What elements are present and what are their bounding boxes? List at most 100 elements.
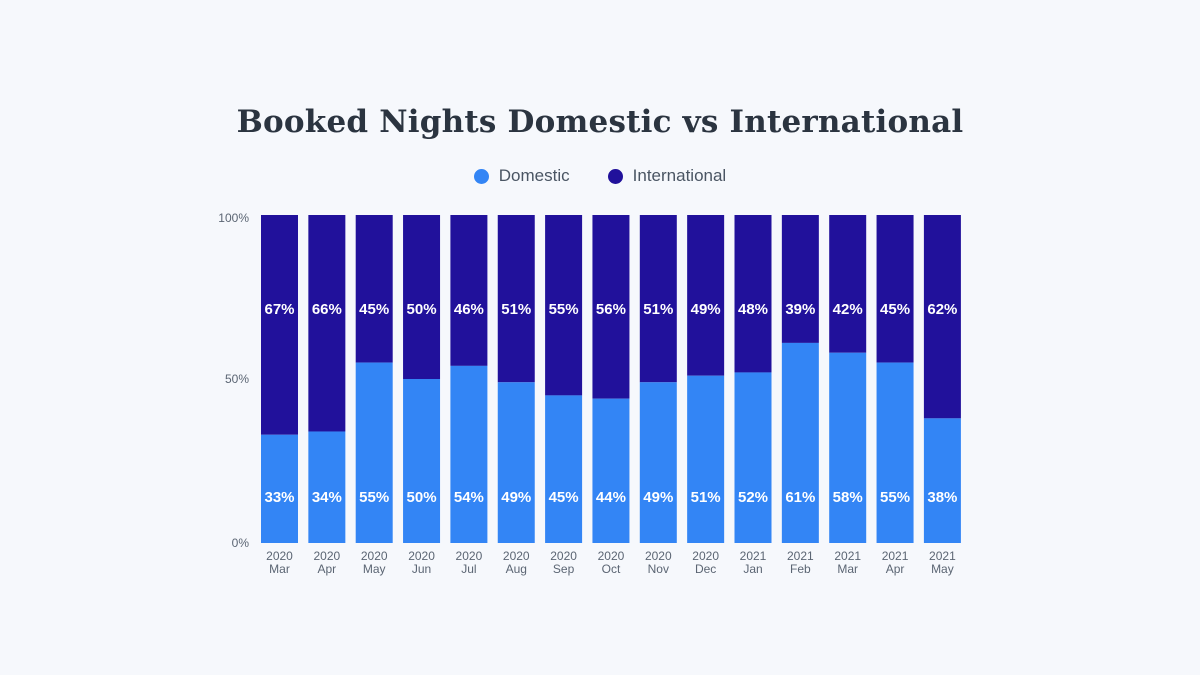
bar-international: [592, 215, 630, 399]
bar-domestic: [450, 365, 488, 543]
data-label-domestic: 51%: [691, 489, 721, 506]
data-label-domestic: 44%: [596, 489, 626, 506]
x-tick-label-month: May: [931, 562, 954, 576]
bar-domestic: [497, 382, 535, 543]
x-tick-label-year: 2020: [550, 549, 577, 563]
data-label-domestic: 33%: [264, 489, 294, 506]
bar-international: [545, 215, 583, 396]
bar-domestic: [592, 398, 630, 543]
x-tick-label-year: 2021: [929, 549, 956, 563]
x-tick-label-month: Sep: [553, 562, 575, 576]
legend-item-international: International: [607, 166, 727, 186]
data-label-international: 51%: [643, 301, 673, 318]
bar-international: [734, 215, 772, 373]
x-tick-label-month: May: [363, 562, 386, 576]
data-label-domestic: 50%: [407, 489, 437, 506]
x-tick-label-month: Aug: [506, 562, 527, 576]
legend: Domestic International: [0, 166, 1200, 186]
bar-domestic: [923, 418, 961, 543]
bar-domestic: [308, 431, 346, 543]
data-label-domestic: 55%: [880, 489, 910, 506]
x-tick-label-year: 2021: [882, 549, 909, 563]
bar-international: [450, 215, 488, 366]
data-label-international: 49%: [691, 301, 721, 318]
data-label-international: 45%: [359, 301, 389, 318]
data-label-domestic: 34%: [312, 489, 342, 506]
legend-marker-international: [607, 168, 623, 184]
bar-international: [308, 215, 346, 432]
bar-domestic: [545, 395, 583, 543]
x-tick-label-year: 2020: [266, 549, 293, 563]
data-label-international: 66%: [312, 301, 342, 318]
data-label-domestic: 52%: [738, 489, 768, 506]
data-label-international: 42%: [833, 301, 863, 318]
bar-domestic: [687, 375, 725, 543]
bar-international: [261, 215, 298, 435]
x-tick-label-month: Apr: [886, 562, 905, 576]
x-tick-label-month: Nov: [648, 562, 669, 576]
bar-domestic: [876, 362, 914, 543]
x-tick-label-month: Jul: [461, 562, 476, 576]
data-label-domestic: 49%: [501, 489, 531, 506]
bar-domestic: [734, 372, 772, 543]
bar-international: [687, 215, 725, 376]
x-tick-label-year: 2020: [598, 549, 625, 563]
x-tick-label-year: 2021: [834, 549, 861, 563]
data-label-domestic: 45%: [549, 489, 579, 506]
x-tick-label-month: Feb: [790, 562, 811, 576]
bar-international: [403, 215, 441, 379]
bar-international: [497, 215, 535, 383]
bar-domestic: [829, 352, 867, 543]
bar-international: [923, 215, 961, 419]
data-label-international: 62%: [927, 301, 957, 318]
data-label-domestic: 54%: [454, 489, 484, 506]
bar-domestic: [355, 362, 393, 543]
x-tick-label-year: 2021: [787, 549, 814, 563]
data-label-international: 50%: [407, 301, 437, 318]
x-tick-label-month: Mar: [837, 562, 858, 576]
x-tick-label-year: 2020: [645, 549, 672, 563]
bar-international: [781, 215, 819, 343]
bar-domestic: [403, 379, 441, 543]
data-label-international: 51%: [501, 301, 531, 318]
data-label-domestic: 55%: [359, 489, 389, 506]
data-label-international: 55%: [549, 301, 579, 318]
legend-label-international: International: [632, 166, 727, 185]
data-label-international: 56%: [596, 301, 626, 318]
y-tick-label: 100%: [218, 211, 249, 225]
x-tick-label-month: Dec: [695, 562, 716, 576]
data-label-international: 46%: [454, 301, 484, 318]
x-tick-label-year: 2020: [313, 549, 340, 563]
y-tick-label: 50%: [225, 372, 249, 386]
x-tick-label-year: 2020: [503, 549, 530, 563]
legend-item-domestic: Domestic: [473, 166, 570, 186]
x-tick-label-month: Jan: [743, 562, 762, 576]
data-label-domestic: 49%: [643, 489, 673, 506]
x-tick-label-year: 2020: [361, 549, 388, 563]
bar-international: [876, 215, 914, 363]
y-tick-label: 0%: [232, 536, 250, 550]
x-tick-label-month: Oct: [602, 562, 621, 576]
data-label-international: 67%: [264, 301, 294, 318]
x-tick-label-month: Jun: [412, 562, 431, 576]
chart-title: Booked Nights Domestic vs International: [236, 104, 964, 140]
data-label-domestic: 58%: [833, 489, 863, 506]
data-label-international: 39%: [785, 301, 815, 318]
data-label-international: 48%: [738, 301, 768, 318]
x-tick-label-month: Apr: [318, 562, 337, 576]
